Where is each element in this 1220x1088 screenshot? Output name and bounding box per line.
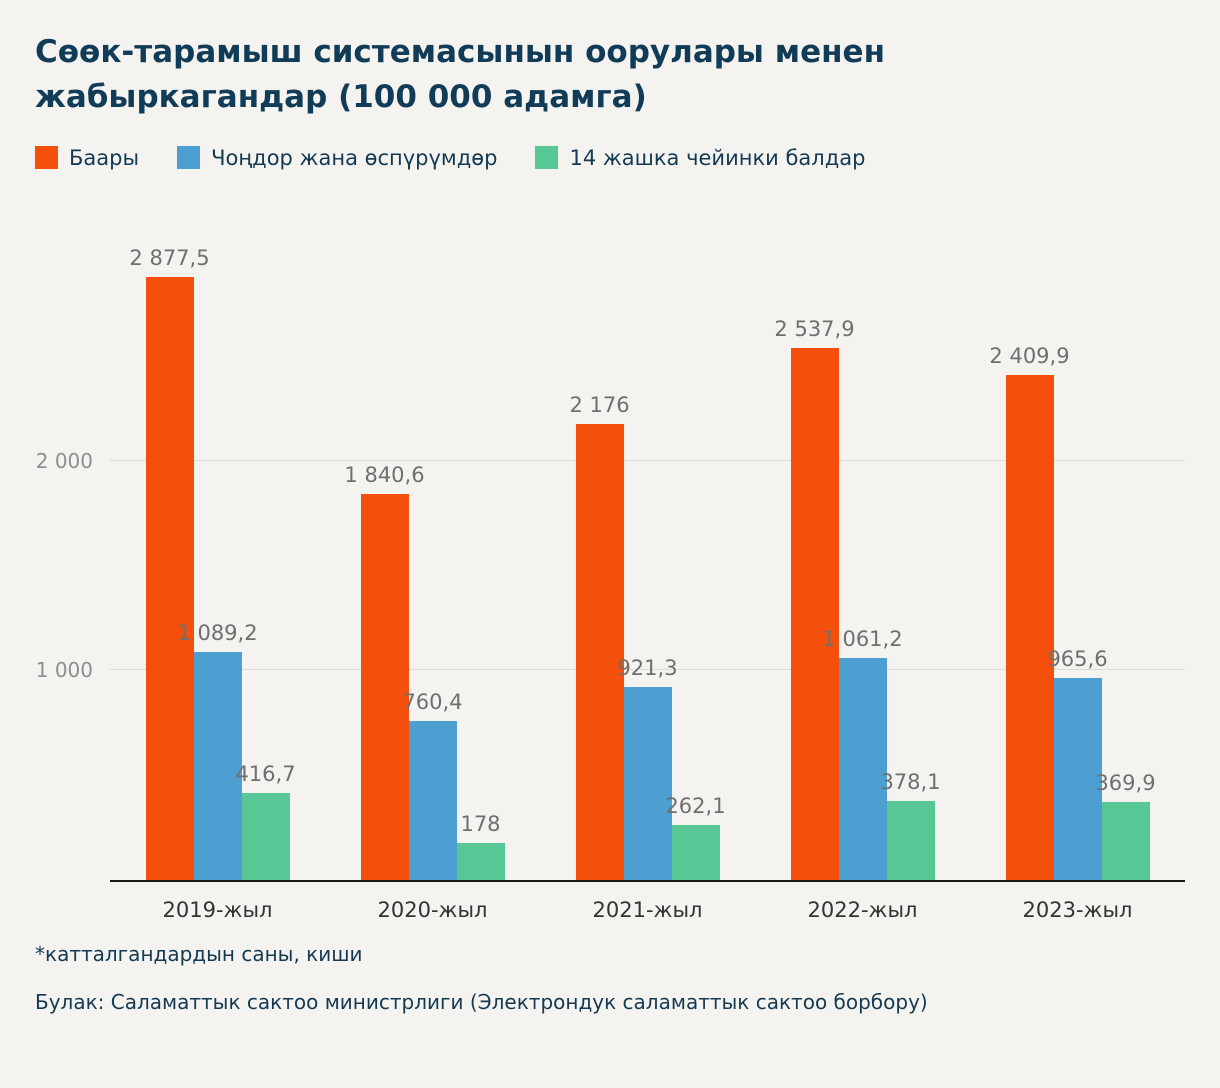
bar-group-2022-жыл: 2 537,9 1 061,2 378,1 2022-жыл — [774, 262, 941, 922]
x-axis-category-label: 2021-жыл — [592, 897, 703, 922]
bars: 2 537,9 1 061,2 378,1 — [774, 262, 941, 880]
bar-group-2021-жыл: 2 176 921,3 262,1 2021-жыл — [569, 262, 726, 922]
bar-series-2-2019-жыл: 416,7 — [235, 762, 296, 880]
legend-item-series-1: Чоңдор жана өспүрүмдөр — [177, 146, 497, 170]
bar-series-0-2021-жыл: 2 176 — [569, 393, 630, 880]
gridline-2000 — [110, 459, 1185, 461]
legend-item-series-0: Баары — [35, 146, 139, 170]
bar-value-label: 2 537,9 — [774, 317, 855, 342]
legend: Баары Чоңдор жана өспүрүмдөр 14 жашка чейи… — [35, 146, 1185, 170]
legend-label: Чоңдор жана өспүрүмдөр — [211, 145, 498, 170]
gridline-1000 — [110, 669, 1185, 671]
bar-value-label: 1 089,2 — [177, 620, 258, 645]
bar-value-label: 2 176 — [569, 393, 630, 418]
bar-value-label: 1 840,6 — [344, 463, 425, 488]
bar-value-label: 1 061,2 — [822, 626, 903, 651]
chart-title: Сөөк-тарамыш системасынын оорулары менен… — [35, 34, 885, 115]
legend-item-series-2: 14 жашка чейинки балдар — [535, 146, 865, 170]
bar-groups: 2 877,5 1 089,2 416,7 2019-жыл 1 840,6 760,4 1… — [110, 246, 1185, 922]
x-axis-category-label: 2019-жыл — [162, 897, 273, 922]
bar-group-2019-жыл: 2 877,5 1 089,2 416,7 2019-жыл — [129, 246, 296, 922]
bars: 2 176 921,3 262,1 — [569, 262, 726, 880]
x-axis-category-label: 2023-жыл — [1022, 897, 1133, 922]
bar-value-label: 378,1 — [880, 769, 941, 794]
legend-swatch-icon — [35, 146, 58, 170]
x-axis-category-label: 2020-жыл — [377, 897, 488, 922]
y-axis-tick-label: 1 000 — [35, 658, 93, 683]
footnote-source: Булак: Саламаттык сактоо министрлиги (Эл… — [35, 989, 928, 1014]
bar-value-label: 416,7 — [235, 761, 296, 786]
bar-series-1-2020-жыл: 760,4 — [402, 690, 463, 880]
bars: 2 877,5 1 089,2 416,7 — [129, 246, 296, 880]
bar-value-label: 369,9 — [1095, 771, 1156, 796]
bar-series-1-2022-жыл: 1 061,2 — [822, 627, 903, 880]
bar-series-2-2022-жыл: 378,1 — [880, 770, 941, 880]
bar-value-label: 965,6 — [1047, 646, 1108, 671]
bar-series-2-2023-жыл: 369,9 — [1095, 771, 1156, 880]
x-axis-category-label: 2022-жыл — [807, 897, 918, 922]
bar-group-2020-жыл: 1 840,6 760,4 178 2020-жыл — [344, 262, 505, 922]
legend-label: Баары — [69, 145, 140, 170]
y-axis-tick-label: 2 000 — [35, 448, 93, 473]
bar-series-2-2021-жыл: 262,1 — [665, 794, 726, 880]
bar-series-1-2019-жыл: 1 089,2 — [177, 621, 258, 880]
bars: 2 409,9 965,6 369,9 — [989, 262, 1156, 880]
bar-series-1-2021-жыл: 921,3 — [617, 656, 678, 880]
bar-value-label: 921,3 — [617, 655, 678, 680]
legend-swatch-icon — [177, 146, 201, 170]
footnote-units: *катталгандардын саны, киши — [35, 941, 363, 966]
bar-series-0-2019-жыл: 2 877,5 — [129, 246, 210, 880]
plot: 1 000 2 000 2 877,5 1 089,2 416,7 2019-жыл 1 8… — [36, 246, 1185, 922]
bar-series-1-2023-жыл: 965,6 — [1047, 647, 1108, 880]
bar-series-0-2022-жыл: 2 537,9 — [774, 317, 855, 880]
legend-label: 14 жашка чейинки балдар — [569, 145, 866, 170]
bar-series-0-2020-жыл: 1 840,6 — [344, 463, 425, 880]
bar-series-0-2023-жыл: 2 409,9 — [989, 344, 1070, 880]
bar-value-label: 2 877,5 — [129, 246, 210, 271]
bar-value-label: 262,1 — [665, 793, 726, 818]
bars: 1 840,6 760,4 178 — [344, 262, 505, 880]
bar-series-2-2020-жыл: 178 — [456, 812, 505, 880]
legend-swatch-icon — [535, 146, 559, 170]
bar-value-label: 760,4 — [402, 689, 463, 714]
bar-value-label: 178 — [460, 811, 501, 836]
bar-value-label: 2 409,9 — [989, 344, 1070, 369]
footnotes: *катталгандардын саны, киши Булак: Салам… — [35, 942, 1185, 1014]
bar-group-2023-жыл: 2 409,9 965,6 369,9 2023-жыл — [989, 262, 1156, 922]
chart-area: 1 000 2 000 2 877,5 1 089,2 416,7 2019-жыл 1 8… — [35, 246, 1185, 922]
